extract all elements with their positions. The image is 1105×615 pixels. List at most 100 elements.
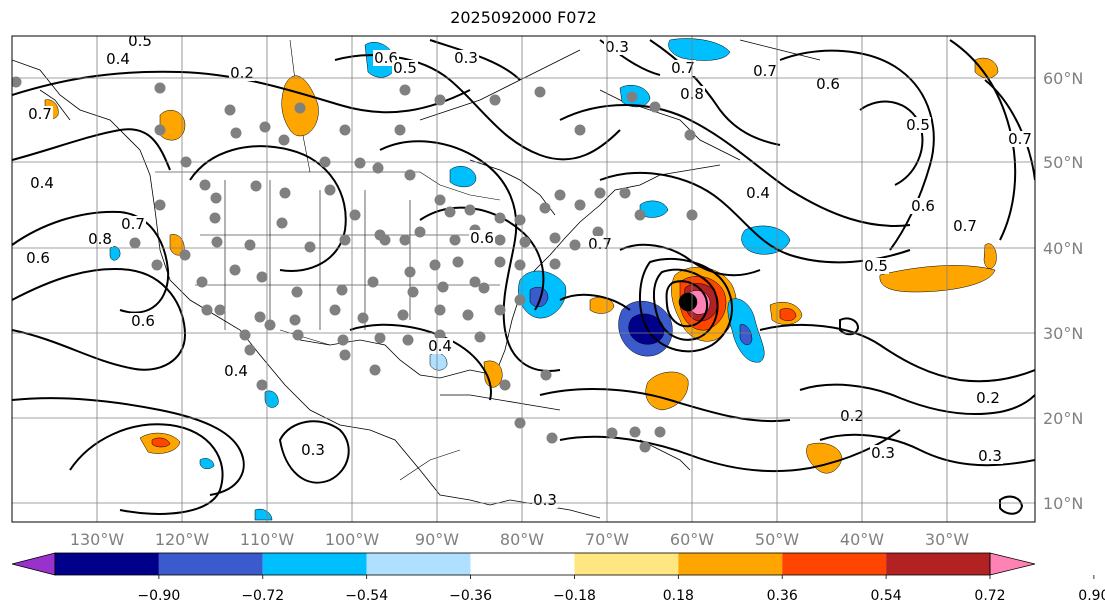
- colorbar-segment: [886, 553, 990, 575]
- station-dot: [214, 304, 226, 316]
- station-dot: [534, 86, 546, 98]
- longitude-label: 80°W: [500, 530, 544, 549]
- colorbar-segment: [678, 553, 783, 575]
- colorbar-segment: [55, 553, 159, 575]
- contour-label: 0.7: [953, 217, 977, 235]
- station-dot: [519, 236, 531, 248]
- contour-label-bg: [105, 51, 131, 67]
- station-dot: [336, 284, 348, 296]
- contour-label: 0.3: [301, 441, 325, 459]
- colorbar-extend-high: [989, 552, 1036, 576]
- station-dot: [129, 237, 141, 249]
- colorbar-segment: [366, 553, 471, 575]
- contour-label-bg: [870, 445, 896, 461]
- contour-label: 0.3: [454, 49, 478, 67]
- station-dot: [494, 304, 506, 316]
- latitude-labels: 60°N 50°N 40°N 30°N 20°N 10°N: [1043, 69, 1083, 513]
- contour-label-bg: [975, 390, 1001, 406]
- contour-label-bg: [453, 50, 479, 66]
- contour-label-bg: [863, 258, 889, 274]
- contour-label-bg: [977, 448, 1003, 464]
- station-dot: [379, 234, 391, 246]
- station-dot: [289, 314, 301, 326]
- contour-label-bg: [815, 76, 841, 92]
- station-dot: [354, 157, 366, 169]
- station-dot: [291, 286, 303, 298]
- contour-label: 0.4: [746, 184, 770, 202]
- station-dot: [494, 234, 506, 246]
- station-dot: [499, 379, 511, 391]
- contour-label: 0.7: [753, 62, 777, 80]
- contour-label: 0.5: [393, 59, 417, 77]
- longitude-label: 30°W: [925, 530, 969, 549]
- colorbar-segment: [262, 553, 367, 575]
- longitude-label: 60°W: [670, 530, 714, 549]
- station-dot: [634, 209, 646, 221]
- colorbar-extend-low: [11, 552, 56, 576]
- station-dot: [304, 241, 316, 253]
- contour-label: 0.3: [533, 491, 557, 509]
- longitude-label: 120°W: [155, 530, 210, 549]
- colorbar-segment: [158, 553, 263, 575]
- contour-label: 0.6: [26, 249, 50, 267]
- station-dot: [329, 304, 341, 316]
- contour-label: 0.2: [230, 64, 254, 82]
- contour-labels: 0.50.40.20.30.60.70.40.80.70.60.60.40.30…: [25, 32, 1033, 509]
- station-dot: [402, 334, 414, 346]
- station-dot: [339, 349, 351, 361]
- contour-label: 0.2: [840, 407, 864, 425]
- colorbar-tick-label: −0.72: [241, 588, 284, 604]
- latitude-label: 30°N: [1043, 324, 1083, 343]
- contour-label-bg: [127, 36, 153, 49]
- station-dot: [404, 266, 416, 278]
- station-dot: [254, 311, 266, 323]
- station-dot: [464, 204, 476, 216]
- colorbar-tick-labels: −0.90 −0.72 −0.54 −0.36 −0.18 0.18 0.36 0.54 0.7…: [137, 575, 1105, 604]
- contour-label: 0.6: [911, 197, 935, 215]
- station-dot: [684, 129, 696, 141]
- contour-label: 0.7: [121, 215, 145, 233]
- station-dot: [606, 427, 618, 439]
- station-dot: [372, 162, 384, 174]
- station-dot: [434, 94, 446, 106]
- station-dot: [367, 276, 379, 288]
- station-dot: [494, 212, 506, 224]
- colorbar-segment: [470, 553, 575, 575]
- station-dot: [276, 217, 288, 229]
- longitude-label: 50°W: [755, 530, 799, 549]
- contour-label: 0.6: [470, 229, 494, 247]
- station-dot: [292, 329, 304, 341]
- station-dot: [259, 121, 271, 133]
- contour-label: 0.5: [128, 32, 152, 50]
- contour-label: 0.5: [864, 257, 888, 275]
- station-dot: [339, 124, 351, 136]
- station-dot: [199, 179, 211, 191]
- station-dot: [357, 312, 369, 324]
- station-dot: [154, 199, 166, 211]
- station-dot: [469, 276, 481, 288]
- contour-label-bg: [532, 492, 558, 508]
- contour-label: 0.6: [131, 312, 155, 330]
- station-dot: [549, 232, 561, 244]
- contour-label-bg: [910, 198, 936, 214]
- station-dot: [154, 124, 166, 136]
- longitude-label: 100°W: [325, 530, 380, 549]
- colorbar-segment: [782, 553, 887, 575]
- contour-label-bg: [1007, 131, 1033, 147]
- station-dot: [592, 226, 604, 238]
- station-dot: [494, 256, 506, 268]
- station-dot: [574, 199, 586, 211]
- contour-label: 0.4: [224, 362, 248, 380]
- contour-label-bg: [27, 106, 53, 122]
- contour-label: 0.7: [588, 235, 612, 253]
- station-dot: [429, 259, 441, 271]
- longitude-label: 70°W: [585, 530, 629, 549]
- station-dot: [539, 202, 551, 214]
- gridlines: [12, 36, 1035, 522]
- political-borders: [155, 39, 501, 481]
- colorbar-tick-label: 0.72: [974, 588, 1005, 604]
- contour-label: 0.3: [978, 447, 1002, 465]
- contour-label-bg: [905, 117, 931, 133]
- station-dot: [211, 236, 223, 248]
